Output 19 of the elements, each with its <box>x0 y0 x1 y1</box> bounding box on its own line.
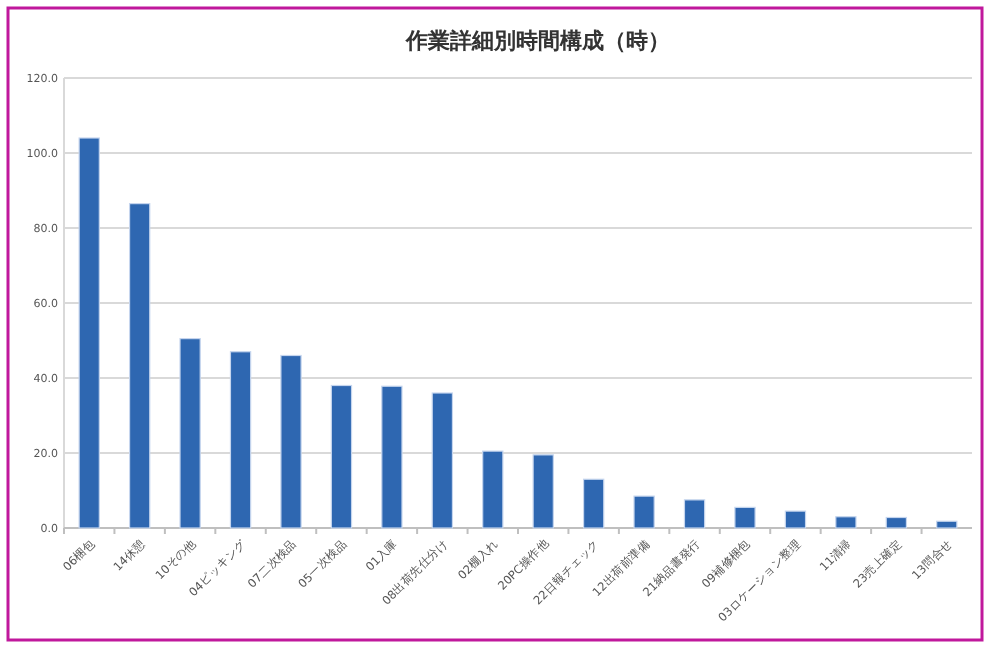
bar <box>128 203 151 529</box>
bar <box>330 384 353 529</box>
bar <box>78 137 100 529</box>
bar <box>381 385 403 529</box>
bar <box>683 499 706 529</box>
bar <box>885 516 908 529</box>
bar <box>280 354 302 529</box>
bar <box>835 516 857 529</box>
bar <box>936 520 958 529</box>
bar <box>431 392 454 529</box>
bar <box>532 454 554 529</box>
bar <box>582 478 605 529</box>
chart-title: 作業詳細別時間構成（時） <box>404 28 670 54</box>
bar <box>734 506 756 529</box>
bar <box>179 338 201 529</box>
bar <box>482 450 504 529</box>
bar <box>229 351 252 529</box>
bar <box>784 510 807 529</box>
bar <box>633 495 655 529</box>
